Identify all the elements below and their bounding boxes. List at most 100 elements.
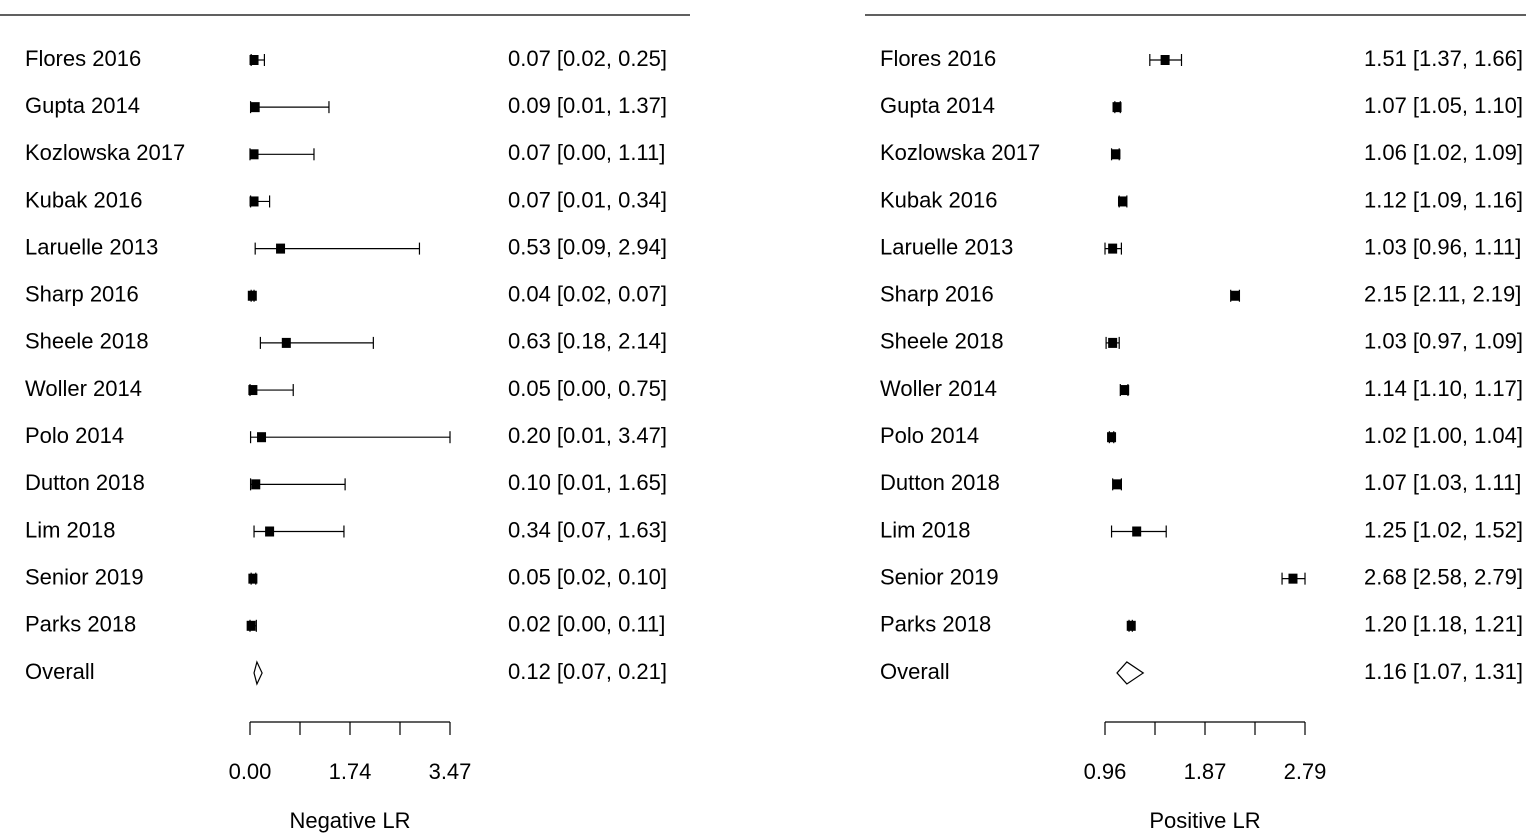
point-estimate [1117, 196, 1127, 207]
study-label: Dutton 2018 [880, 470, 1000, 495]
point-estimate [1132, 526, 1142, 537]
overall-diamond [253, 660, 263, 686]
x-axis: 0.96 1.87 2.79 Positive LR [1084, 721, 1326, 833]
overall-row: Overall 1.16 [1.07, 1.31] [880, 659, 1523, 685]
point-estimate [248, 573, 258, 584]
study-label: Senior 2019 [880, 564, 999, 589]
point-estimate [248, 385, 258, 396]
point-estimate [249, 149, 259, 160]
estimate-ci-text: 0.07 [0.01, 0.34] [508, 187, 667, 212]
point-estimate [1112, 479, 1122, 490]
forest-panel-1: Flores 2016 0.07 [0.02, 0.25] Gupta 2014 0.… [0, 14, 690, 833]
estimate-ci-text: 1.06 [1.02, 1.09] [1364, 140, 1523, 165]
x-axis: 0.00 1.74 3.47 Negative LR [229, 721, 472, 833]
study-row: Woller 2014 1.14 [1.10, 1.17] [880, 376, 1523, 401]
study-row: Gupta 2014 0.09 [0.01, 1.37] [25, 93, 667, 118]
study-row: Kubak 2016 1.12 [1.09, 1.16] [880, 187, 1523, 212]
estimate-ci-text: 1.20 [1.18, 1.21] [1364, 612, 1523, 637]
overall-label: Overall [880, 659, 950, 684]
study-label: Woller 2014 [880, 376, 997, 401]
overall-row: Overall 0.12 [0.07, 0.21] [25, 659, 667, 686]
point-estimate [1108, 337, 1118, 348]
estimate-ci-text: 0.02 [0.00, 0.11] [508, 612, 665, 637]
study-label: Flores 2016 [880, 46, 996, 71]
overall-diamond [1116, 661, 1145, 685]
point-estimate [281, 337, 291, 348]
study-row: Woller 2014 0.05 [0.00, 0.75] [25, 376, 667, 401]
study-row: Dutton 2018 0.10 [0.01, 1.65] [25, 470, 667, 495]
point-estimate [1108, 243, 1118, 254]
study-row: Flores 2016 1.51 [1.37, 1.66] [880, 46, 1523, 71]
estimate-ci-text: 0.04 [0.02, 0.07] [508, 282, 667, 307]
study-row: Parks 2018 1.20 [1.18, 1.21] [880, 612, 1523, 637]
estimate-ci-text: 0.20 [0.01, 3.47] [508, 423, 667, 448]
study-label: Flores 2016 [25, 46, 141, 71]
study-label: Gupta 2014 [25, 93, 140, 118]
point-estimate [251, 479, 261, 490]
study-row: Sharp 2016 0.04 [0.02, 0.07] [25, 282, 667, 307]
study-row: Kozlowska 2017 1.06 [1.02, 1.09] [880, 140, 1523, 165]
estimate-ci-text: 1.07 [1.03, 1.11] [1364, 470, 1521, 495]
study-row: Kubak 2016 0.07 [0.01, 0.34] [25, 187, 667, 212]
study-label: Parks 2018 [880, 612, 991, 637]
study-row: Sheele 2018 0.63 [0.18, 2.14] [25, 329, 667, 354]
estimate-ci-text: 1.03 [0.96, 1.11] [1364, 234, 1521, 259]
study-label: Polo 2014 [25, 423, 124, 448]
estimate-ci-text: 1.12 [1.09, 1.16] [1364, 187, 1523, 212]
study-label: Polo 2014 [880, 423, 979, 448]
point-estimate [276, 243, 286, 254]
study-row: Laruelle 2013 0.53 [0.09, 2.94] [25, 234, 667, 259]
point-estimate [1230, 290, 1240, 301]
study-label: Sharp 2016 [25, 282, 139, 307]
study-row: Laruelle 2013 1.03 [0.96, 1.11] [880, 234, 1521, 259]
axis-title: Positive LR [1149, 808, 1260, 833]
estimate-ci-text: 1.25 [1.02, 1.52] [1364, 517, 1523, 542]
study-label: Kubak 2016 [880, 187, 997, 212]
study-label: Sheele 2018 [25, 329, 149, 354]
axis-title: Negative LR [289, 808, 410, 833]
study-row: Flores 2016 0.07 [0.02, 0.25] [25, 46, 667, 71]
point-estimate [247, 290, 257, 301]
estimate-ci-text: 0.10 [0.01, 1.65] [508, 470, 667, 495]
estimate-ci-text: 1.07 [1.05, 1.10] [1364, 93, 1523, 118]
point-estimate [246, 620, 256, 631]
estimate-ci-text: 1.14 [1.10, 1.17] [1364, 376, 1523, 401]
study-row: Senior 2019 0.05 [0.02, 0.10] [25, 564, 667, 589]
study-label: Lim 2018 [25, 517, 116, 542]
study-row: Polo 2014 0.20 [0.01, 3.47] [25, 423, 667, 448]
study-label: Kubak 2016 [25, 187, 142, 212]
study-label: Kozlowska 2017 [25, 140, 185, 165]
tick-label: 1.87 [1184, 759, 1227, 784]
overall-estimate-text: 1.16 [1.07, 1.31] [1364, 659, 1523, 684]
study-row: Lim 2018 1.25 [1.02, 1.52] [880, 517, 1523, 542]
study-row: Lim 2018 0.34 [0.07, 1.63] [25, 517, 667, 542]
tick-label: 3.47 [429, 759, 472, 784]
study-label: Sharp 2016 [880, 282, 994, 307]
study-label: Senior 2019 [25, 564, 144, 589]
estimate-ci-text: 0.05 [0.00, 0.75] [508, 376, 667, 401]
study-row: Kozlowska 2017 0.07 [0.00, 1.11] [25, 140, 665, 165]
point-estimate [1112, 102, 1122, 113]
overall-label: Overall [25, 659, 95, 684]
estimate-ci-text: 0.07 [0.02, 0.25] [508, 46, 667, 71]
estimate-ci-text: 0.53 [0.09, 2.94] [508, 234, 667, 259]
forest-panel-2: Flores 2016 1.51 [1.37, 1.66] Gupta 2014 1.… [865, 14, 1526, 833]
study-label: Gupta 2014 [880, 93, 995, 118]
study-label: Sheele 2018 [880, 329, 1004, 354]
study-row: Sheele 2018 1.03 [0.97, 1.09] [880, 329, 1523, 354]
point-estimate [1120, 385, 1130, 396]
tick-label: 0.96 [1084, 759, 1127, 784]
study-label: Woller 2014 [25, 376, 142, 401]
study-row: Gupta 2014 1.07 [1.05, 1.10] [880, 93, 1523, 118]
point-estimate [1107, 432, 1117, 443]
point-estimate [249, 196, 259, 207]
study-label: Dutton 2018 [25, 470, 145, 495]
estimate-ci-text: 1.03 [0.97, 1.09] [1364, 329, 1523, 354]
point-estimate [1111, 149, 1121, 160]
study-row: Parks 2018 0.02 [0.00, 0.11] [25, 612, 665, 637]
study-row: Polo 2014 1.02 [1.00, 1.04] [880, 423, 1523, 448]
estimate-ci-text: 0.34 [0.07, 1.63] [508, 517, 667, 542]
point-estimate [1126, 620, 1136, 631]
estimate-ci-text: 2.68 [2.58, 2.79] [1364, 564, 1523, 589]
